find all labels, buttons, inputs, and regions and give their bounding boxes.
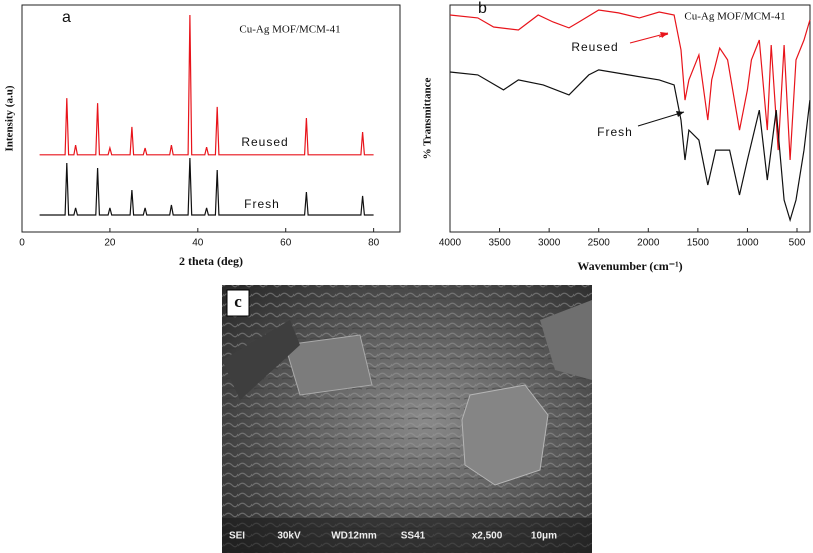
arrow bbox=[637, 111, 685, 127]
panel-label: c bbox=[234, 292, 242, 311]
x-axis-label: Wavenumber (cm⁻¹) bbox=[577, 259, 682, 273]
x-tick-label: 0 bbox=[19, 238, 25, 249]
panel-label: b bbox=[478, 0, 487, 17]
x-tick-label: 3000 bbox=[538, 238, 561, 249]
series-line bbox=[39, 157, 374, 216]
x-tick-label: 2500 bbox=[588, 238, 611, 249]
sem-caption: 10μm bbox=[531, 531, 557, 542]
series-label: Reused bbox=[241, 135, 288, 149]
x-tick-label: 80 bbox=[368, 238, 380, 249]
arrow-head bbox=[676, 111, 684, 117]
sem-caption: 30kV bbox=[277, 531, 301, 542]
arrow-head bbox=[660, 32, 668, 38]
x-tick-label: 20 bbox=[104, 238, 116, 249]
series-line bbox=[449, 69, 811, 223]
x-tick-label: 2000 bbox=[637, 238, 660, 249]
chart-title: Cu-Ag MOF/MCM-41 bbox=[239, 24, 340, 36]
x-tick-label: 3500 bbox=[488, 238, 511, 249]
x-tick-label: 4000 bbox=[439, 238, 462, 249]
series-label: Fresh bbox=[597, 125, 633, 139]
chart-title: Cu-Ag MOF/MCM-41 bbox=[684, 11, 785, 23]
x-tick-label: 60 bbox=[280, 238, 292, 249]
plot-frame bbox=[21, 4, 401, 233]
x-tick-label: 40 bbox=[192, 238, 204, 249]
series-label: Fresh bbox=[244, 197, 280, 211]
panel-label: a bbox=[62, 9, 71, 26]
plot-frame bbox=[449, 4, 811, 233]
x-tick-label: 1500 bbox=[687, 238, 710, 249]
sem-caption: x2,500 bbox=[472, 531, 503, 542]
sem-caption: SEI bbox=[229, 531, 245, 542]
sem-image bbox=[222, 285, 592, 553]
x-axis-label: 2 theta (deg) bbox=[179, 254, 243, 268]
x-tick-label: 500 bbox=[789, 238, 806, 249]
sem-caption: WD12mm bbox=[331, 531, 377, 542]
x-tick-label: 1000 bbox=[736, 238, 759, 249]
y-axis-label: % Transmittance bbox=[422, 77, 434, 159]
sem-caption: SS41 bbox=[401, 531, 426, 542]
y-axis-label: Intensity (a.u) bbox=[4, 85, 16, 151]
series-line bbox=[39, 14, 374, 156]
series-label: Reused bbox=[571, 40, 618, 54]
